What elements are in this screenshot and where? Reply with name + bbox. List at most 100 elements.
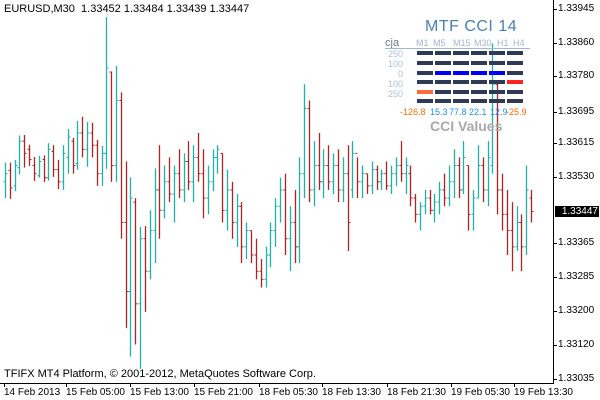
time-tick-mark: [4, 384, 5, 387]
ohlc-bar: [230, 181, 235, 239]
ohlc-bar: [71, 137, 76, 174]
price-axis[interactable]: 1.33945 1.33860 1.33780 1.33695 1.33615 1.335…: [554, 0, 600, 400]
cci-timeframe-label: H4: [513, 38, 525, 48]
ohlc-bar: [293, 189, 298, 264]
price-tick-label: 1.33530: [558, 171, 595, 182]
time-tick-label: 15 Feb 13:00: [130, 387, 189, 398]
ohlc-bar: [90, 122, 95, 158]
ohlc-bar: [104, 17, 109, 169]
time-tick-label: 18 Feb 05:30: [259, 387, 318, 398]
ohlc-bar: [249, 230, 254, 264]
ohlc-bar: [114, 65, 119, 182]
ohlc-bar: [379, 169, 384, 190]
ohlc-bar: [244, 222, 249, 260]
symbol-timeframe: EURUSD,M30: [4, 3, 75, 15]
time-tick-label: 18 Feb 13:30: [322, 387, 381, 398]
cci-signal-cell: [417, 80, 433, 84]
ohlc-bar: [66, 128, 71, 174]
cci-signal-cell: [471, 51, 487, 55]
ohlc-bar: [153, 168, 158, 264]
mtf-cci-indicator-panel: MTF CCI 14 cja M1 M5 M15 M30 H1 H4 250 100 0 100…: [355, 18, 535, 136]
time-tick-label: 15 Feb 05:00: [66, 387, 125, 398]
copyright-text: TFIFX MT4 Platform, © 2001-2012, MetaQuo…: [4, 368, 316, 380]
ohlc-bar: [27, 144, 32, 166]
ohlc-bar: [529, 189, 534, 223]
cci-timeframe-label: M5: [433, 38, 446, 48]
time-tick-mark: [130, 384, 131, 387]
price-plot-area[interactable]: [0, 0, 554, 384]
ohlc-bar: [423, 189, 428, 215]
price-tick-label: 1.33120: [558, 339, 595, 350]
ohlc-bar: [254, 238, 259, 280]
ohlc-bar: [167, 157, 172, 203]
ohlc-bar: [186, 141, 191, 190]
cci-value: -25.9: [506, 107, 527, 117]
cci-signal-cell: [435, 90, 451, 94]
ohlc-bar: [490, 43, 495, 174]
ohlc-bar: [75, 120, 80, 170]
cci-signal-cell: [453, 71, 469, 75]
cci-level-label: 100: [387, 79, 403, 89]
price-tick-label: 1.33695: [558, 106, 595, 117]
ohlc-bar: [312, 141, 317, 207]
time-tick-label: 18 Feb 21:30: [387, 387, 446, 398]
time-tick-label: 19 Feb 05:30: [451, 387, 510, 398]
price-tick-mark: [554, 277, 557, 278]
ohlc-values: 1.33452 1.33484 1.33439 1.33447: [81, 3, 250, 15]
ohlc-bar: [447, 165, 452, 207]
cci-value: 12.9: [490, 107, 508, 117]
cci-signal-cell: [507, 99, 523, 103]
time-tick-mark: [451, 384, 452, 387]
ohlc-bar: [418, 202, 423, 231]
cci-signal-cell: [435, 80, 451, 84]
cci-signal-cell: [453, 80, 469, 84]
ohlc-bar: [128, 177, 133, 357]
ohlc-bar: [428, 189, 433, 215]
ohlc-bar: [360, 165, 365, 199]
cci-signal-cell: [453, 90, 469, 94]
cci-title: MTF CCI 14: [425, 18, 518, 35]
ohlc-bar: [56, 159, 61, 190]
ohlc-bar: [515, 206, 520, 251]
ohlc-bar: [486, 141, 491, 207]
ohlc-bar: [206, 165, 211, 215]
ohlc-bar: [437, 181, 442, 215]
ohlc-bar: [375, 165, 380, 190]
ohlc-bar: [100, 146, 105, 186]
ohlc-bar: [341, 157, 346, 203]
ohlc-bar: [196, 133, 201, 182]
price-bars: [3, 17, 534, 369]
ohlc-bar: [394, 157, 399, 186]
ohlc-bar: [191, 145, 196, 203]
cci-signal-cell: [417, 71, 433, 75]
ohlc-bar: [500, 173, 505, 231]
cci-signal-cell: [453, 51, 469, 55]
cci-header-divider: [385, 48, 530, 49]
ohlc-bar: [85, 122, 90, 167]
ohlc-bar: [220, 152, 225, 223]
cci-value: 77.8: [449, 107, 467, 117]
ohlc-bar: [22, 135, 27, 168]
price-tick-mark: [554, 177, 557, 178]
ohlc-bar: [389, 165, 394, 194]
ohlc-bar: [399, 141, 404, 182]
cci-signal-cell: [507, 80, 523, 84]
cci-timeframe-label: M1: [416, 38, 429, 48]
ohlc-bar: [51, 145, 56, 177]
ohlc-bar: [8, 162, 13, 199]
price-tick-label: 1.33285: [558, 271, 595, 282]
cci-signal-cell: [471, 71, 487, 75]
time-axis[interactable]: 14 Feb 2013 15 Feb 05:00 15 Feb 13:00 15 Fe…: [0, 384, 573, 400]
cci-signal-cell: [417, 99, 433, 103]
cci-level-label: 100: [387, 59, 403, 69]
ohlc-bar: [302, 84, 307, 199]
cci-signal-cell: [471, 99, 487, 103]
ohlc-bar: [133, 198, 138, 345]
ohlc-bar: [278, 177, 283, 223]
time-tick-mark: [322, 384, 323, 387]
price-tick-mark: [554, 379, 557, 380]
ohlc-bar: [268, 222, 273, 268]
ohlc-bar: [461, 141, 466, 194]
ohlc-bar: [211, 149, 216, 192]
